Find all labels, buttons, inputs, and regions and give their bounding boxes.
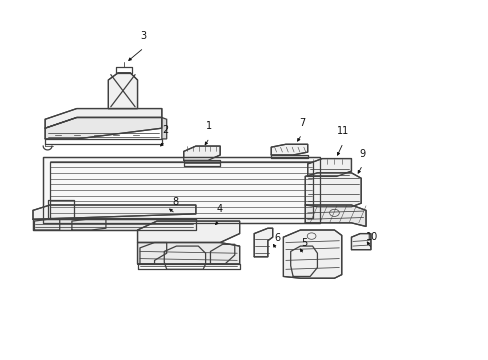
Polygon shape — [183, 146, 220, 160]
Polygon shape — [307, 158, 351, 176]
Polygon shape — [137, 243, 239, 264]
Text: 4: 4 — [216, 204, 222, 214]
Polygon shape — [283, 230, 341, 278]
Text: 1: 1 — [206, 121, 212, 131]
Polygon shape — [108, 73, 137, 109]
Text: 8: 8 — [172, 197, 178, 207]
Text: 6: 6 — [273, 233, 280, 243]
Polygon shape — [33, 205, 196, 219]
Polygon shape — [137, 221, 239, 243]
Text: 7: 7 — [298, 118, 305, 128]
Text: 11: 11 — [336, 126, 348, 136]
Polygon shape — [45, 109, 162, 128]
Polygon shape — [45, 117, 162, 139]
Polygon shape — [33, 219, 196, 230]
Text: 3: 3 — [141, 31, 146, 41]
Polygon shape — [305, 205, 366, 226]
Text: 9: 9 — [359, 149, 365, 158]
Polygon shape — [254, 228, 272, 257]
Polygon shape — [351, 234, 370, 249]
Text: 5: 5 — [301, 238, 307, 248]
Polygon shape — [271, 144, 307, 155]
Polygon shape — [162, 117, 166, 139]
Text: 10: 10 — [365, 232, 377, 242]
Text: 2: 2 — [162, 125, 168, 135]
Polygon shape — [42, 157, 319, 223]
Polygon shape — [305, 173, 361, 207]
